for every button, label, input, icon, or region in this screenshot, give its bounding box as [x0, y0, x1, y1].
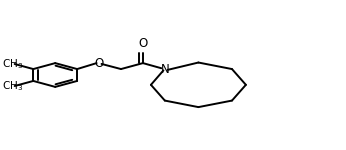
Text: N: N [161, 63, 169, 76]
Text: O: O [94, 57, 104, 70]
Text: O: O [138, 37, 147, 50]
Text: CH$_3$: CH$_3$ [2, 79, 23, 93]
Text: CH$_3$: CH$_3$ [2, 57, 23, 71]
